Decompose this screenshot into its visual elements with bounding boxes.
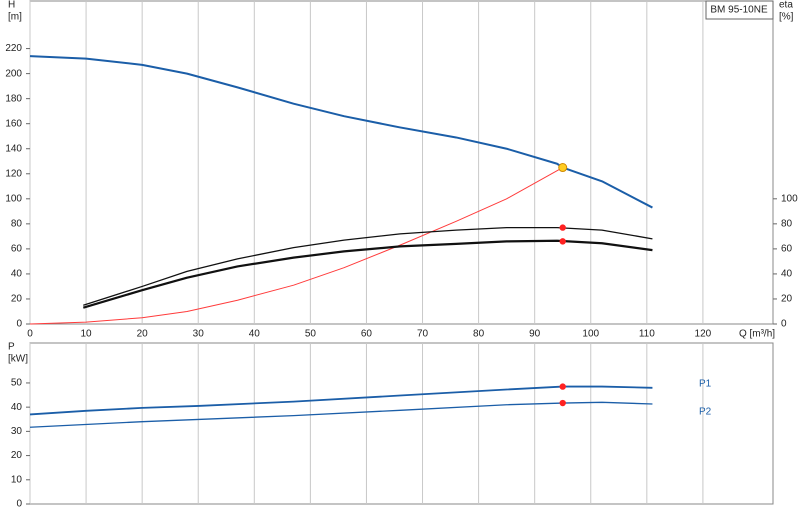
title-box xyxy=(705,0,774,20)
x-tick-label: 70 xyxy=(417,329,429,340)
y-tick-label: 220 xyxy=(5,43,22,54)
y2-tick-label: 0 xyxy=(781,319,787,330)
y2-tick-label: 60 xyxy=(781,244,793,255)
operating-point xyxy=(559,238,566,245)
y-tick-label: 30 xyxy=(11,426,23,437)
y-tick-label: 40 xyxy=(11,269,23,280)
x-tick-label: 30 xyxy=(193,329,205,340)
y-tick-label: 0 xyxy=(16,319,22,330)
y-axis-label: P xyxy=(8,342,15,353)
operating-point xyxy=(559,383,566,390)
y-tick-label: 180 xyxy=(5,93,22,104)
y2-tick-label: 80 xyxy=(781,218,793,229)
x-tick-label: 0 xyxy=(27,329,33,340)
x-axis-label: Q [m³/h] xyxy=(739,329,775,340)
plot-area xyxy=(29,0,774,325)
chart-title: BM 95-10NE xyxy=(710,5,768,16)
y-tick-label: 40 xyxy=(11,402,23,413)
y-tick-label: 10 xyxy=(11,474,23,485)
y2-tick-label: 100 xyxy=(781,193,798,204)
y2-axis-label: [%] xyxy=(779,12,794,23)
y-tick-label: 0 xyxy=(16,499,22,510)
series-line xyxy=(29,401,653,428)
x-tick-label: 60 xyxy=(361,329,373,340)
x-tick-label: 20 xyxy=(137,329,149,340)
x-tick-label: 10 xyxy=(81,329,93,340)
series-line xyxy=(29,385,653,416)
y2-tick-label: 20 xyxy=(781,294,793,305)
operating-point xyxy=(559,224,566,231)
y-tick-label: 100 xyxy=(5,193,22,204)
y-tick-label: 60 xyxy=(11,244,23,255)
x-tick-label: 50 xyxy=(305,329,317,340)
y-tick-label: 140 xyxy=(5,143,22,154)
y-tick-label: 160 xyxy=(5,118,22,129)
series-label: P1 xyxy=(699,378,712,389)
operating-point xyxy=(558,163,568,173)
y-axis-label: H xyxy=(8,0,15,11)
series-line xyxy=(29,167,563,325)
x-tick-label: 110 xyxy=(639,329,655,340)
y2-tick-label: 40 xyxy=(781,269,793,280)
series-label: P2 xyxy=(699,407,712,418)
x-tick-label: 80 xyxy=(473,329,485,340)
x-tick-label: 90 xyxy=(529,329,541,340)
y-tick-label: 80 xyxy=(11,218,23,229)
plot-area xyxy=(29,342,774,505)
y2-axis-label: eta xyxy=(779,0,793,11)
x-tick-label: 100 xyxy=(582,329,599,340)
y-tick-label: 120 xyxy=(5,168,22,179)
y-tick-label: 200 xyxy=(5,68,22,79)
y-tick-label: 20 xyxy=(11,294,23,305)
x-tick-label: 120 xyxy=(695,329,712,340)
operating-point xyxy=(559,399,566,407)
y-axis-label: [kW] xyxy=(8,354,28,365)
y-tick-label: 20 xyxy=(11,450,23,461)
y-tick-label: 50 xyxy=(11,378,23,389)
x-tick-label: 40 xyxy=(249,329,261,340)
y-axis-label: [m] xyxy=(8,12,22,23)
